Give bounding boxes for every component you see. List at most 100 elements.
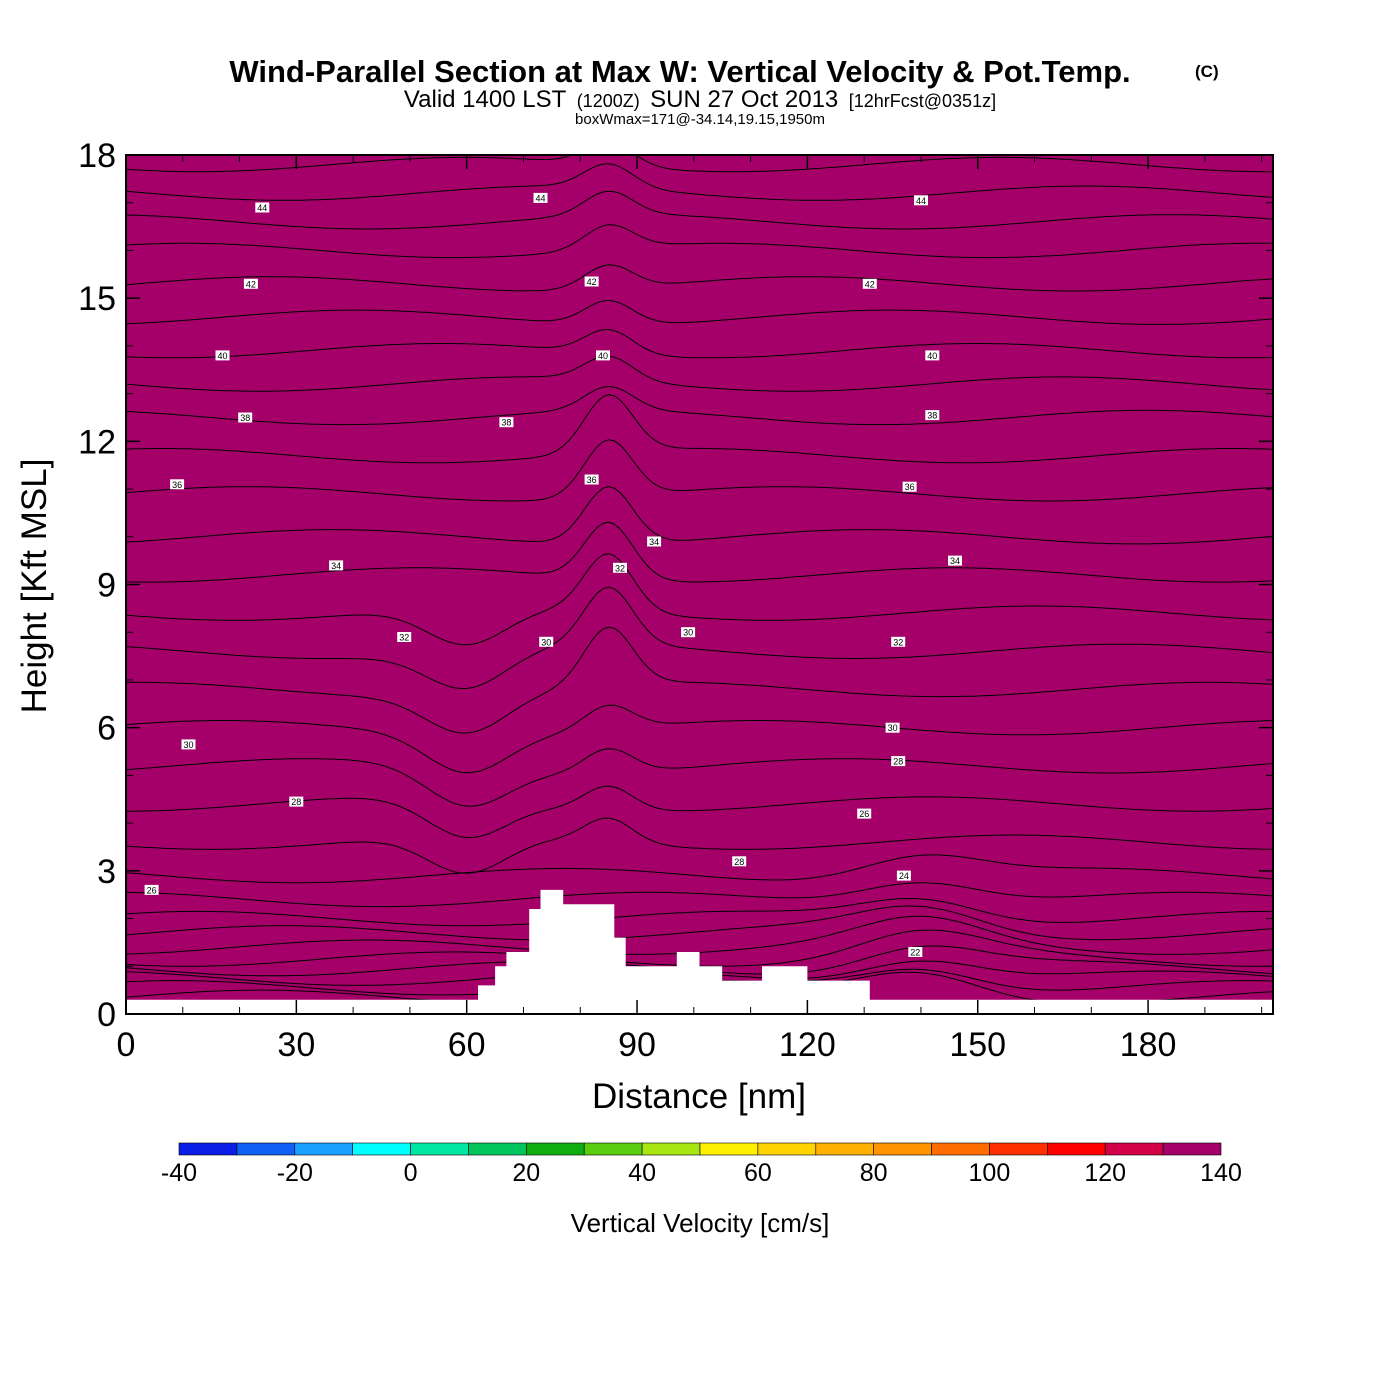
w-cell: [228, 591, 235, 600]
w-cell: [239, 656, 246, 664]
w-cell: [171, 799, 178, 808]
w-cell: [279, 520, 286, 528]
w-cell: [268, 262, 275, 271]
w-cell: [216, 548, 224, 557]
w-cell: [324, 233, 331, 242]
w-cell: [250, 885, 258, 893]
w-cell: [302, 183, 309, 192]
w-cell: [188, 935, 195, 944]
w-cell: [165, 706, 172, 714]
w-cell: [222, 598, 229, 607]
w-cell: [324, 563, 331, 571]
w-cell: [222, 369, 229, 378]
w-cell: [262, 734, 269, 743]
valid-time-subtitle: Valid 1400 LST (1200Z) SUN 27 Oct 2013 […: [404, 86, 996, 113]
w-cell: [216, 949, 224, 958]
w-cell: [313, 606, 320, 614]
w-cell: [245, 684, 252, 693]
w-cell: [341, 491, 349, 500]
w-cell: [319, 956, 326, 965]
w-cell: [307, 570, 314, 578]
w-cell: [319, 348, 326, 357]
w-cell: [216, 906, 224, 915]
w-cell: [250, 620, 258, 629]
w-cell: [222, 591, 229, 600]
w-cell: [273, 520, 280, 528]
w-cell: [273, 291, 280, 299]
w-cell: [205, 684, 212, 693]
w-cell: [313, 305, 320, 314]
w-cell: [171, 512, 178, 521]
w-cell: [143, 512, 150, 521]
w-cell: [233, 992, 241, 1001]
w-cell: [290, 248, 297, 256]
w-cell: [228, 563, 235, 571]
w-cell: [296, 462, 303, 471]
w-cell: [268, 584, 275, 593]
w-cell: [216, 255, 224, 263]
w-cell: [154, 577, 161, 586]
w-cell: [182, 799, 190, 808]
w-cell: [199, 534, 207, 543]
w-cell: [137, 283, 144, 292]
w-cell: [154, 491, 161, 500]
w-cell: [279, 190, 286, 199]
w-cell: [228, 813, 235, 822]
w-cell: [148, 283, 155, 292]
w-cell: [239, 326, 246, 335]
w-cell: [228, 419, 235, 428]
w-cell: [239, 691, 246, 700]
w-cell: [347, 419, 354, 428]
w-cell: [245, 827, 252, 836]
w-cell: [290, 806, 297, 815]
w-cell: [245, 484, 252, 493]
w-cell: [188, 405, 195, 414]
w-cell: [177, 226, 184, 235]
w-cell: [160, 677, 167, 686]
w-cell: [358, 913, 366, 922]
w-cell: [165, 863, 172, 872]
w-cell: [137, 663, 144, 671]
w-cell: [341, 276, 349, 285]
w-cell: [194, 935, 201, 944]
w-cell: [256, 291, 263, 299]
w-cell: [290, 849, 297, 858]
w-cell: [330, 312, 337, 321]
w-cell: [188, 956, 195, 965]
w-cell: [205, 419, 212, 428]
w-cell: [290, 176, 297, 185]
w-cell: [290, 648, 297, 657]
w-cell: [160, 663, 167, 671]
w-cell: [341, 613, 349, 621]
w-cell: [211, 176, 218, 185]
w-cell: [131, 892, 138, 901]
w-cell: [239, 190, 246, 199]
w-cell: [245, 820, 252, 829]
w-cell: [165, 477, 172, 485]
w-cell: [211, 648, 218, 657]
w-cell: [199, 226, 207, 235]
w-cell: [313, 548, 320, 557]
w-cell: [319, 555, 326, 564]
w-cell: [256, 648, 263, 657]
w-cell: [302, 369, 309, 378]
w-cell: [250, 419, 258, 428]
w-cell: [307, 777, 314, 786]
w-cell: [245, 505, 252, 514]
w-cell: [165, 885, 172, 893]
w-cell: [313, 563, 320, 571]
w-cell: [279, 555, 286, 564]
w-cell: [285, 577, 292, 586]
w-cell: [341, 985, 349, 994]
w-cell: [216, 520, 224, 528]
w-cell: [137, 362, 144, 371]
w-cell: [330, 963, 337, 972]
w-cell: [165, 577, 172, 586]
w-cell: [148, 226, 155, 235]
w-cell: [216, 827, 224, 836]
w-cell: [233, 276, 241, 285]
w-cell: [285, 892, 292, 901]
w-cell: [279, 355, 286, 364]
w-cell: [273, 784, 280, 793]
w-cell: [302, 190, 309, 199]
